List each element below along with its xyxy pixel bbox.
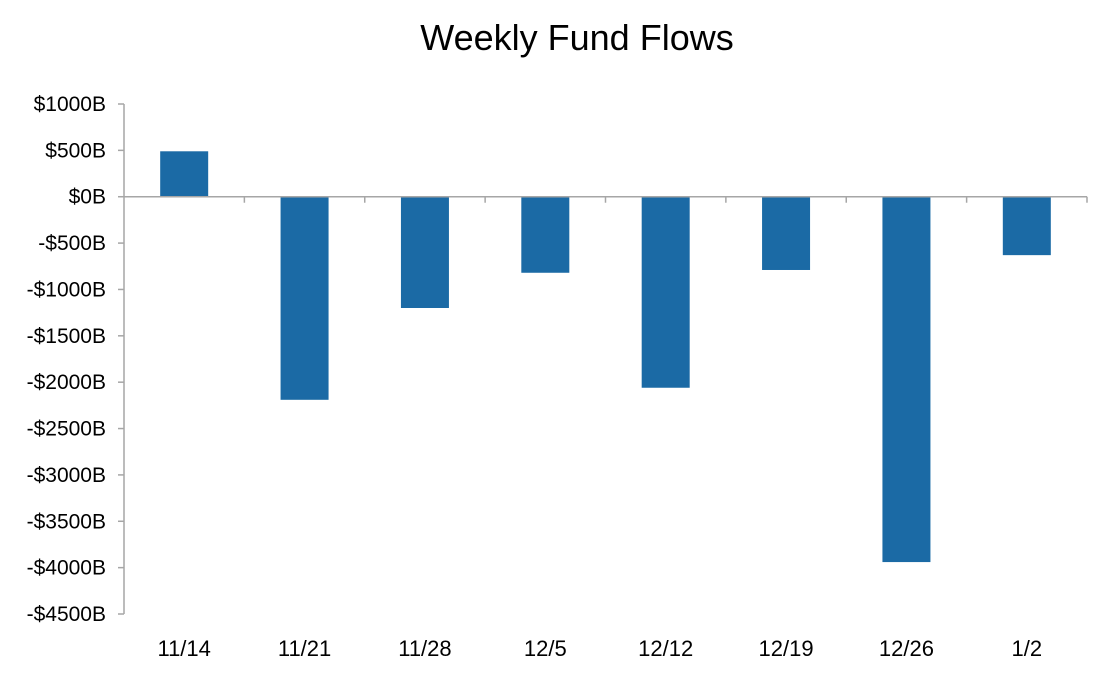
bar-11-28 bbox=[400, 196, 449, 308]
bar-1-2 bbox=[1002, 196, 1051, 256]
y-tick-label: -$4000B bbox=[27, 557, 106, 580]
y-tick-label: $1000B bbox=[34, 93, 106, 116]
y-tick-label: -$2000B bbox=[27, 371, 106, 394]
x-tick-label: 12/5 bbox=[524, 636, 567, 661]
y-tick-label: -$3500B bbox=[27, 510, 106, 533]
bar-12-12 bbox=[641, 196, 690, 388]
chart-title: Weekly Fund Flows bbox=[420, 17, 733, 58]
x-tick-label: 11/21 bbox=[278, 636, 331, 661]
x-tick-label: 1/2 bbox=[1012, 636, 1043, 661]
x-tick-label: 11/28 bbox=[398, 636, 451, 661]
x-tick-label: 12/26 bbox=[879, 636, 934, 661]
y-tick-label: -$2500B bbox=[27, 418, 106, 441]
y-tick-label: -$4500B bbox=[27, 603, 106, 626]
bar-12-19 bbox=[762, 196, 811, 270]
y-tick-label: -$1500B bbox=[27, 325, 106, 348]
y-tick-label: -$500B bbox=[38, 232, 106, 255]
bar-12-5 bbox=[521, 196, 570, 273]
x-tick-label: 12/19 bbox=[759, 636, 814, 661]
bar-11-14 bbox=[160, 151, 209, 197]
bar-11-21 bbox=[280, 196, 329, 400]
x-tick-label: 11/14 bbox=[157, 636, 210, 661]
x-tick-label: 12/12 bbox=[638, 636, 693, 661]
y-tick-label: -$1000B bbox=[27, 278, 106, 301]
bar-12-26 bbox=[882, 196, 931, 563]
y-axis-ticks: $1000B $500B $0B -$500B -$1000B -$1500B -$2000… bbox=[27, 93, 124, 626]
y-tick-label: -$3000B bbox=[27, 464, 106, 487]
axes bbox=[123, 104, 1088, 614]
y-tick-label: $500B bbox=[45, 139, 106, 162]
bars bbox=[160, 151, 1051, 563]
y-tick-label: $0B bbox=[69, 186, 106, 209]
x-axis-ticks: 11/14 11/21 11/28 12/5 12/12 12/19 12/26 1/2 bbox=[157, 636, 1042, 661]
